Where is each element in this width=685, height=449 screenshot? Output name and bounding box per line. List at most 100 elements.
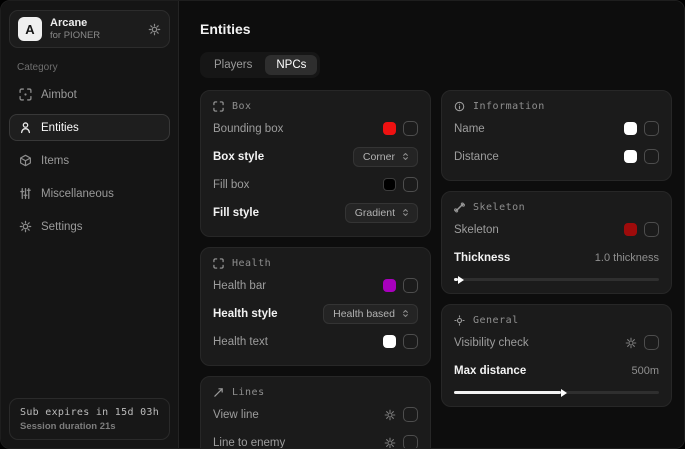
misc-sliders-icon xyxy=(19,187,32,200)
health-card-header: Health xyxy=(213,258,418,269)
health-style-dropdown[interactable]: Health based xyxy=(323,303,418,324)
fill-box-color-swatch[interactable] xyxy=(383,178,396,191)
distance-label: Distance xyxy=(454,150,499,163)
fill-style-value: Gradient xyxy=(354,206,395,219)
left-column: Box Bounding box Box style Cor xyxy=(200,90,431,448)
skeleton-row: Skeleton xyxy=(454,218,659,241)
visibility-check-checkbox[interactable] xyxy=(644,335,659,350)
items-cube-icon xyxy=(19,154,32,167)
general-card: General Visibility check xyxy=(441,304,672,407)
health-text-checkbox[interactable] xyxy=(403,334,418,349)
fill-box-row: Fill box xyxy=(213,173,418,196)
entities-person-icon xyxy=(19,121,32,134)
general-sun-icon xyxy=(454,315,465,326)
bounding-box-row: Bounding box xyxy=(213,117,418,140)
settings-gear-icon xyxy=(19,220,32,233)
health-bar-color-swatch[interactable] xyxy=(383,279,396,292)
box-card: Box Bounding box Box style Cor xyxy=(200,90,431,237)
sidebar-item-settings[interactable]: Settings xyxy=(9,213,170,240)
thickness-row: Thickness 1.0 thickness xyxy=(454,246,659,269)
page-title: Entities xyxy=(200,21,251,37)
selection-brackets-icon xyxy=(213,258,224,269)
tab-players[interactable]: Players xyxy=(214,59,253,71)
sidebar-nav: Aimbot Entities Items xyxy=(9,81,170,240)
brand-logo: A xyxy=(18,17,42,41)
name-color-swatch[interactable] xyxy=(624,122,637,135)
distance-color-swatch[interactable] xyxy=(624,150,637,163)
tab-npcs[interactable]: NPCs xyxy=(265,55,318,75)
visibility-check-row: Visibility check xyxy=(454,331,659,354)
skeleton-card: Skeleton Skeleton Thickness 1.0 thicknes… xyxy=(441,191,672,294)
box-style-dropdown[interactable]: Corner xyxy=(352,146,418,167)
fill-style-dropdown[interactable]: Gradient xyxy=(344,202,418,223)
max-distance-slider-handle[interactable] xyxy=(560,388,567,397)
general-card-title: General xyxy=(473,315,519,326)
gear-icon[interactable] xyxy=(148,23,161,36)
bounding-box-checkbox[interactable] xyxy=(403,121,418,136)
thickness-label: Thickness xyxy=(454,251,511,264)
sidebar-item-items[interactable]: Items xyxy=(9,147,170,174)
information-card-header: Information xyxy=(454,101,659,112)
skeleton-checkbox[interactable] xyxy=(644,222,659,237)
information-card-title: Information xyxy=(473,101,545,112)
brand-card: A Arcane for PIONER xyxy=(9,10,170,48)
max-distance-label: Max distance xyxy=(454,364,527,377)
general-card-header: General xyxy=(454,315,659,326)
sub-expiry-text: Sub expires in 15d 03h xyxy=(20,407,160,418)
sidebar-item-aimbot[interactable]: Aimbot xyxy=(9,81,170,108)
skeleton-card-title: Skeleton xyxy=(473,202,526,213)
line-to-enemy-label: Line to enemy xyxy=(213,436,286,449)
thickness-value: 1.0 thickness xyxy=(594,251,659,264)
line-to-enemy-row: Line to enemy xyxy=(213,431,418,448)
brand-title: Arcane xyxy=(50,17,88,29)
entity-tabs: Players NPCs xyxy=(200,52,321,78)
sidebar-item-label: Settings xyxy=(41,220,83,233)
selection-brackets-icon xyxy=(213,101,224,112)
diagonal-line-icon xyxy=(213,387,224,398)
max-distance-value: 500m xyxy=(631,364,659,377)
fill-box-label: Fill box xyxy=(213,178,250,191)
visibility-check-settings-gear-icon[interactable] xyxy=(625,337,637,349)
fill-style-row: Fill style Gradient xyxy=(213,201,418,224)
line-to-enemy-checkbox[interactable] xyxy=(403,435,418,448)
card-columns: Box Bounding box Box style Cor xyxy=(200,90,672,448)
lines-card-header: Lines xyxy=(213,387,418,398)
skeleton-label: Skeleton xyxy=(454,223,499,236)
thickness-slider[interactable] xyxy=(454,275,659,284)
thickness-slider-handle[interactable] xyxy=(458,275,465,284)
health-text-color-swatch[interactable] xyxy=(383,335,396,348)
lines-card: Lines View line xyxy=(200,376,431,448)
distance-checkbox[interactable] xyxy=(644,149,659,164)
max-distance-slider[interactable] xyxy=(454,388,659,397)
line-to-enemy-settings-gear-icon[interactable] xyxy=(384,437,396,449)
fill-box-checkbox[interactable] xyxy=(403,177,418,192)
unfold-icon xyxy=(401,208,410,217)
thickness-slider-fill xyxy=(454,278,459,281)
name-label: Name xyxy=(454,122,485,135)
lines-card-title: Lines xyxy=(232,387,265,398)
bounding-box-color-swatch[interactable] xyxy=(383,122,396,135)
name-checkbox[interactable] xyxy=(644,121,659,136)
max-distance-row: Max distance 500m xyxy=(454,359,659,382)
skeleton-card-header: Skeleton xyxy=(454,202,659,213)
sidebar-item-entities[interactable]: Entities xyxy=(9,114,170,141)
aimbot-scan-icon xyxy=(19,88,32,101)
brand-subtitle: for PIONER xyxy=(50,30,101,41)
view-line-row: View line xyxy=(213,403,418,426)
bone-icon xyxy=(454,202,465,213)
sidebar-item-miscellaneous[interactable]: Miscellaneous xyxy=(9,180,170,207)
sidebar: A Arcane for PIONER Category xyxy=(1,1,179,448)
health-bar-checkbox[interactable] xyxy=(403,278,418,293)
skeleton-color-swatch[interactable] xyxy=(624,223,637,236)
box-card-title: Box xyxy=(232,101,252,112)
health-bar-label: Health bar xyxy=(213,279,267,292)
distance-row: Distance xyxy=(454,145,659,168)
brand-text: Arcane for PIONER xyxy=(50,17,100,41)
session-duration-text: Session duration 21s xyxy=(20,421,116,432)
view-line-settings-gear-icon[interactable] xyxy=(384,409,396,421)
subscription-info-box: Sub expires in 15d 03h Session duration … xyxy=(9,398,170,440)
view-line-checkbox[interactable] xyxy=(403,407,418,422)
unfold-icon xyxy=(401,309,410,318)
health-style-value: Health based xyxy=(333,307,395,320)
